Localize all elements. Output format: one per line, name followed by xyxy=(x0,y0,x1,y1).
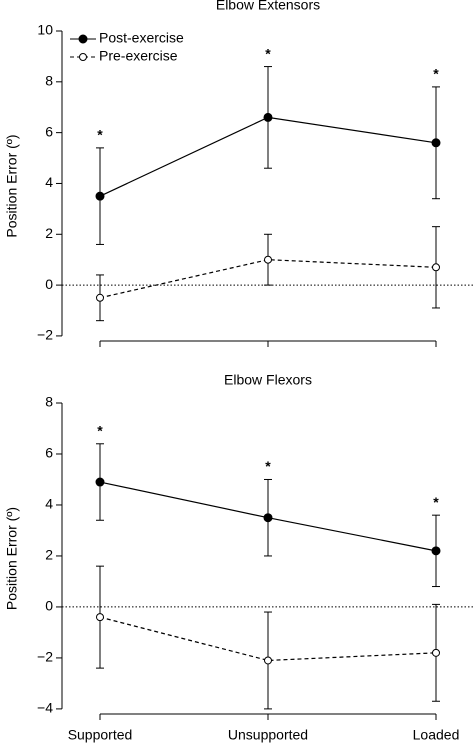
legend-marker xyxy=(79,53,87,61)
y-tick-label: 10 xyxy=(37,22,53,38)
chart-title: Elbow Flexors xyxy=(224,372,312,388)
y-tick-label: 0 xyxy=(45,598,53,614)
data-point xyxy=(263,513,273,523)
y-tick-label: −4 xyxy=(37,700,53,716)
series-line xyxy=(99,616,437,662)
data-point xyxy=(432,648,440,657)
y-axis-label: Position Error (º) xyxy=(4,134,20,237)
data-point xyxy=(95,477,105,487)
y-tick-label: 2 xyxy=(45,225,53,241)
y-tick-label: −2 xyxy=(37,327,53,343)
significance-mark: * xyxy=(265,45,271,61)
data-point xyxy=(263,112,273,122)
y-tick-label: 0 xyxy=(45,276,53,292)
significance-mark: * xyxy=(97,422,103,438)
significance-mark: * xyxy=(265,458,271,474)
y-tick-label: 4 xyxy=(45,496,53,512)
y-tick-label: 6 xyxy=(45,445,53,461)
x-tick-label: Loaded xyxy=(413,727,460,743)
significance-mark: * xyxy=(433,494,439,510)
x-tick-label: Supported xyxy=(68,727,133,743)
data-point xyxy=(264,255,272,264)
legend-label: Pre-exercise xyxy=(99,48,178,64)
y-tick-label: −2 xyxy=(37,649,53,665)
y-tick-label: 4 xyxy=(45,174,53,190)
y-tick-label: 6 xyxy=(45,123,53,139)
y-tick-label: 2 xyxy=(45,547,53,563)
data-point xyxy=(431,546,441,556)
legend-label: Post-exercise xyxy=(99,30,184,46)
data-point xyxy=(431,138,441,148)
legend-marker xyxy=(78,34,88,44)
data-point xyxy=(432,263,440,272)
data-point xyxy=(264,656,272,665)
significance-mark: * xyxy=(97,127,103,143)
x-tick-label: Unsupported xyxy=(228,727,308,743)
chart-title: Elbow Extensors xyxy=(216,0,320,13)
data-point xyxy=(96,613,104,622)
significance-mark: * xyxy=(433,66,439,82)
y-tick-label: 8 xyxy=(45,73,53,89)
y-tick-label: 8 xyxy=(45,394,53,410)
data-point xyxy=(95,191,105,201)
series-line xyxy=(99,259,437,299)
data-point xyxy=(96,293,104,302)
y-axis-label: Position Error (º) xyxy=(4,507,20,610)
